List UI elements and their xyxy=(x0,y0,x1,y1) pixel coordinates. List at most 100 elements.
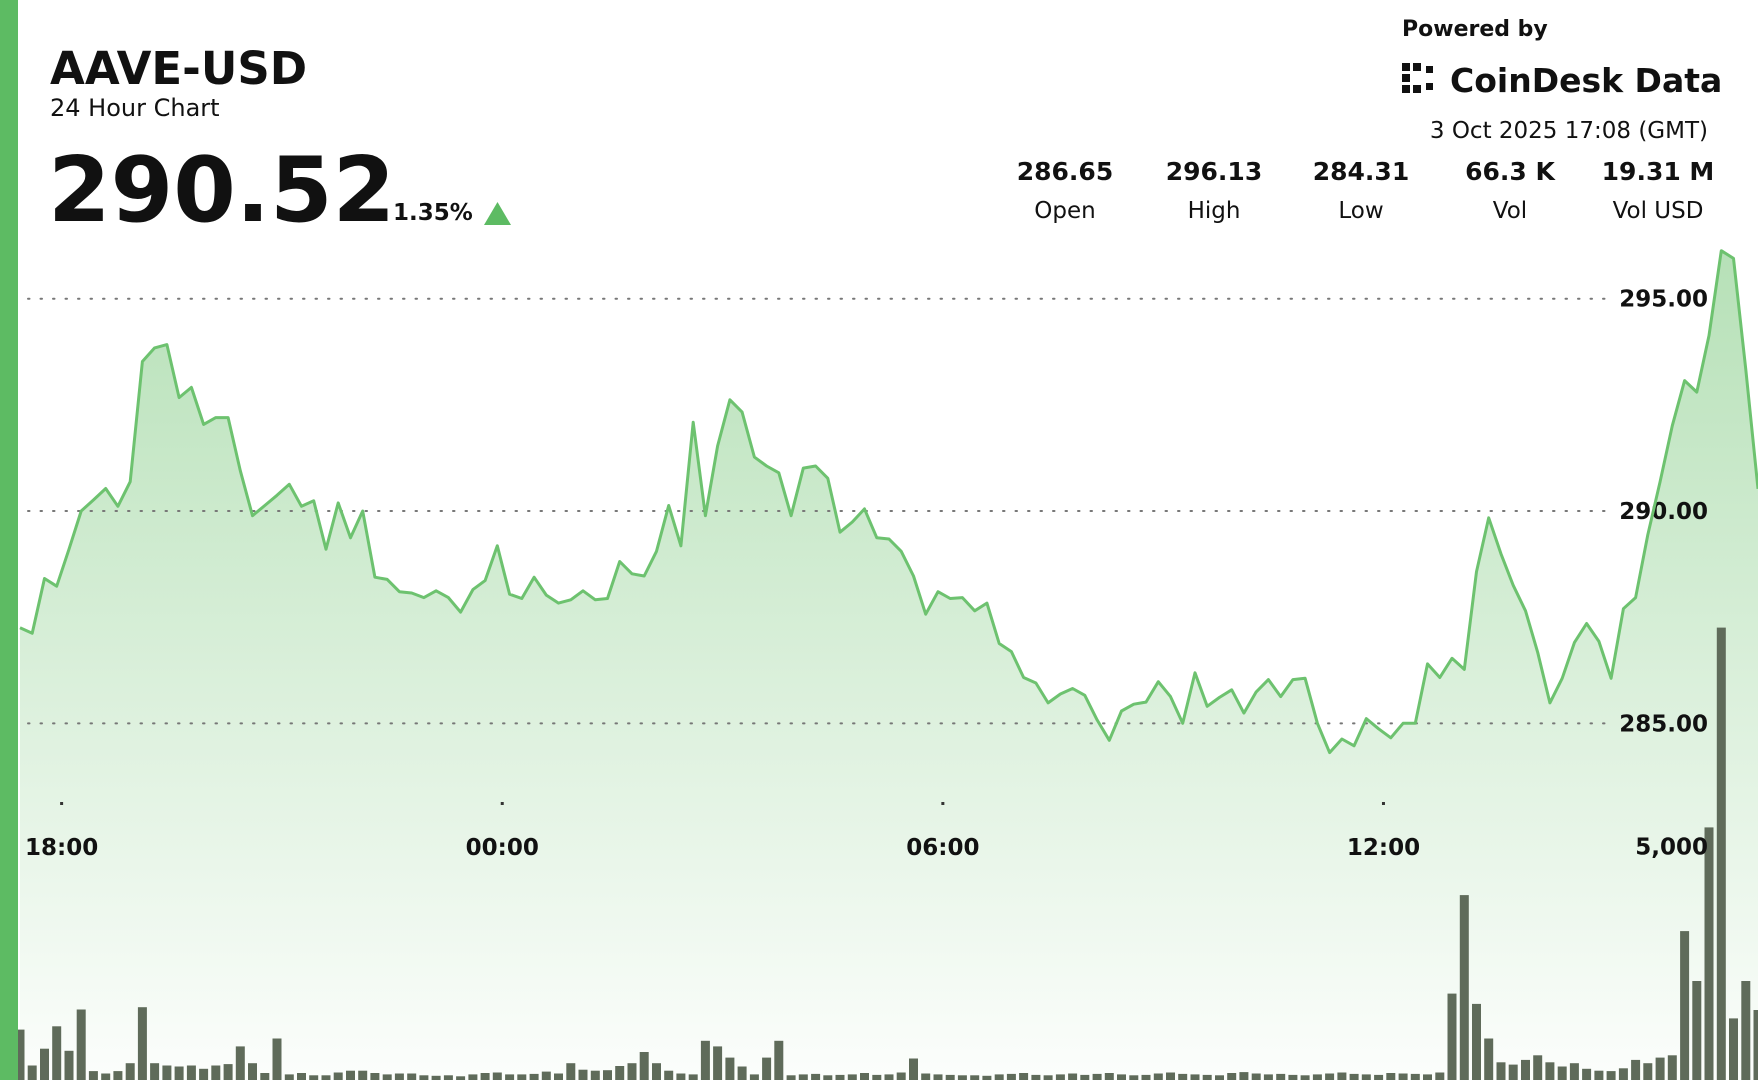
volume-bar xyxy=(199,1068,209,1080)
volume-bar xyxy=(1741,981,1751,1080)
volume-bar xyxy=(957,1075,967,1080)
symbol: AAVE-USD xyxy=(50,42,307,95)
volume-bar xyxy=(1435,1072,1445,1080)
volume-bar xyxy=(1019,1073,1029,1080)
volume-bar xyxy=(652,1063,661,1080)
volume-bar xyxy=(639,1052,649,1080)
volume-bar xyxy=(1521,1059,1530,1080)
volume-bar xyxy=(52,1026,62,1080)
volume-bar xyxy=(1166,1072,1175,1080)
volume-bar xyxy=(211,1065,221,1080)
volume-bar xyxy=(909,1058,918,1080)
volume-bar xyxy=(1667,1055,1677,1080)
accent-bar xyxy=(0,0,18,1080)
volume-bar xyxy=(1349,1073,1359,1080)
volume-bar xyxy=(1104,1073,1114,1080)
price-area xyxy=(20,250,1758,1080)
volume-bar xyxy=(811,1073,821,1080)
volume-bar xyxy=(970,1075,980,1080)
volume-bar xyxy=(333,1072,343,1080)
volume-bar xyxy=(456,1076,466,1080)
volume-bar xyxy=(1080,1074,1090,1080)
volume-bar xyxy=(1569,1063,1579,1080)
volume-bar xyxy=(431,1075,441,1080)
volume-bar xyxy=(1129,1075,1139,1080)
volume-bar xyxy=(1202,1074,1212,1080)
x-tick-label: 00:00 xyxy=(466,835,539,861)
stats: 286.65 Open 296.13 High 284.31 Low 66.3 K Vol 19… xyxy=(1017,157,1715,224)
volume-bar xyxy=(1447,993,1457,1080)
volume-bar xyxy=(700,1040,710,1080)
volume-bar xyxy=(1227,1073,1237,1080)
volume-bar xyxy=(1300,1075,1310,1080)
volume-bar xyxy=(872,1074,882,1080)
volume-bar xyxy=(590,1070,600,1080)
volume-bar xyxy=(162,1065,172,1080)
volume-bar xyxy=(615,1066,625,1080)
volume-bar xyxy=(297,1073,306,1080)
volume-bar xyxy=(1068,1073,1078,1080)
volume-bar xyxy=(248,1063,257,1080)
subtitle: 24 Hour Chart xyxy=(50,94,220,122)
volume-bar xyxy=(480,1073,490,1080)
powered-by: Powered by xyxy=(1402,17,1548,42)
volume-bar xyxy=(1643,1063,1653,1080)
x-tick-label: 06:00 xyxy=(906,835,979,861)
volume-bar xyxy=(1153,1073,1163,1080)
volume-bar xyxy=(1092,1073,1102,1080)
volume-bar xyxy=(40,1048,49,1080)
volume-bar xyxy=(1533,1055,1543,1080)
volume-bar xyxy=(1276,1073,1286,1080)
volume-bar xyxy=(321,1075,331,1080)
volume-bar xyxy=(1606,1071,1616,1080)
stat-value: 284.31 xyxy=(1313,157,1409,186)
price-line xyxy=(19,249,1758,755)
volume-bar xyxy=(1006,1073,1016,1080)
volume-bar xyxy=(443,1075,453,1080)
volume-bar xyxy=(1386,1073,1396,1080)
volume-bar xyxy=(541,1071,551,1080)
volume-bar xyxy=(847,1074,857,1080)
volume-bar xyxy=(1031,1074,1041,1080)
volume-bar xyxy=(578,1069,588,1080)
volume-bar xyxy=(1484,1038,1494,1080)
volume-bar xyxy=(1141,1074,1151,1080)
volume-bar xyxy=(860,1073,869,1080)
volume-bar xyxy=(1215,1075,1224,1080)
volume-bar xyxy=(1680,931,1690,1080)
volume-bar xyxy=(64,1050,74,1080)
volume-bar xyxy=(737,1066,747,1080)
stat-label: Open xyxy=(1034,198,1095,224)
volume-bar xyxy=(933,1074,943,1080)
volume-bar xyxy=(260,1073,270,1080)
volume-bar xyxy=(1312,1074,1322,1080)
volume-bar xyxy=(1055,1074,1065,1080)
volume-bar xyxy=(309,1075,319,1080)
volume-bar xyxy=(76,1009,86,1080)
volume-bar xyxy=(1557,1066,1567,1080)
volume-bar xyxy=(150,1063,160,1080)
stat-value: 296.13 xyxy=(1166,157,1262,186)
stat-label: Vol xyxy=(1493,198,1527,224)
volume-bar xyxy=(1263,1074,1273,1080)
volume-bar xyxy=(15,1029,25,1080)
price: 290.52 xyxy=(48,138,395,243)
stat-value: 66.3 K xyxy=(1465,157,1556,186)
x-tick-label: 18:00 xyxy=(25,835,98,861)
volume-bar xyxy=(174,1066,184,1080)
volume-bar xyxy=(1117,1074,1126,1080)
brand-name: CoinDesk Data xyxy=(1450,61,1722,100)
volume-bar xyxy=(358,1070,368,1080)
volume-bar xyxy=(186,1065,196,1080)
y-tick-label: 295.00 xyxy=(1619,287,1708,313)
volume-bar xyxy=(774,1040,784,1080)
timestamp: 3 Oct 2025 17:08 (GMT) xyxy=(1430,118,1708,144)
volume-bar xyxy=(382,1074,392,1080)
volume-bar xyxy=(1472,1003,1481,1080)
volume-bar xyxy=(884,1074,894,1080)
volume-bar xyxy=(88,1071,98,1080)
volume-bar xyxy=(1631,1059,1641,1080)
volume-bar xyxy=(137,1007,147,1080)
volume-bar xyxy=(113,1071,123,1080)
